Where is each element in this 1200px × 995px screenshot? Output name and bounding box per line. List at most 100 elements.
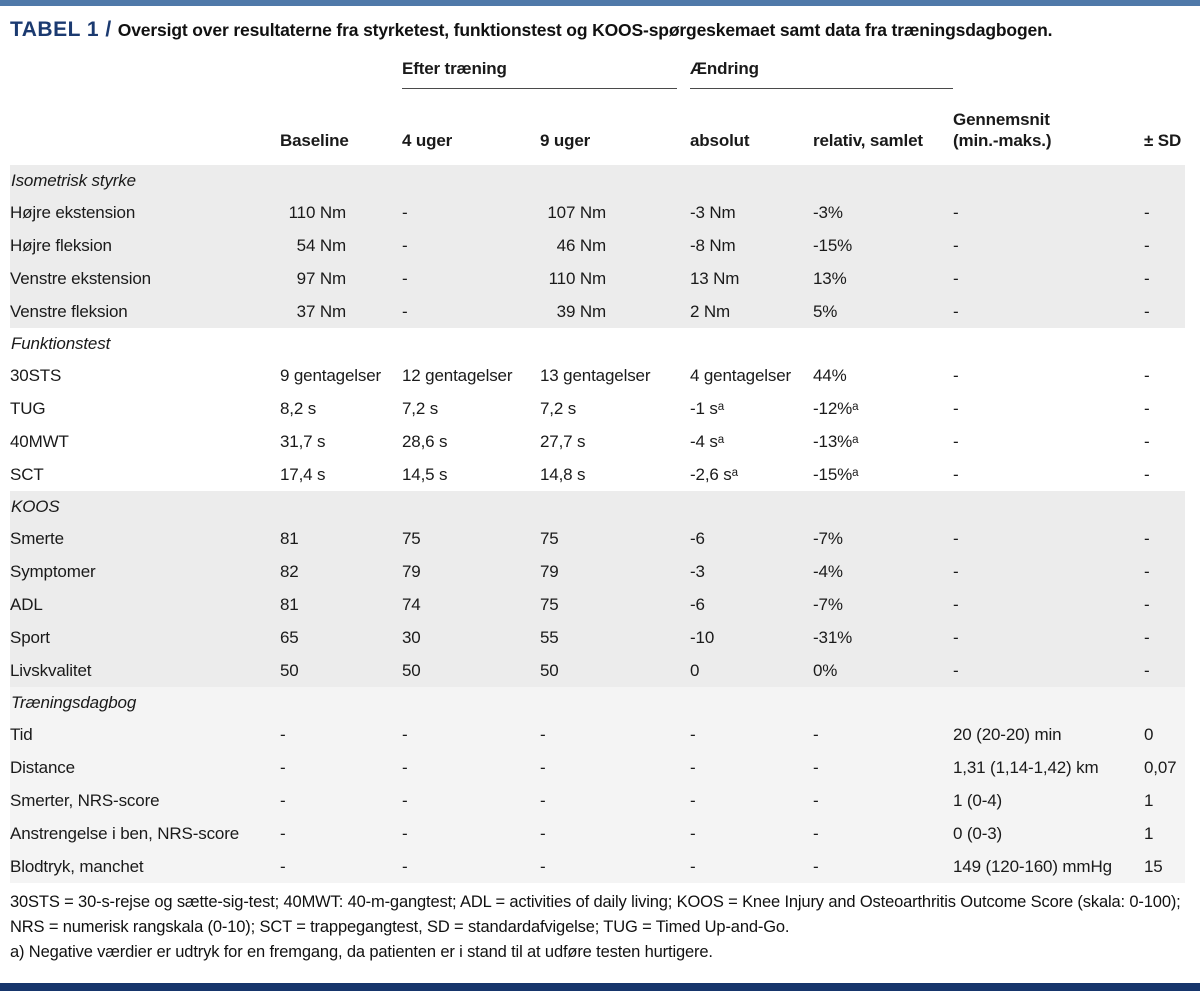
cell: -7% xyxy=(813,528,843,548)
cell: 110 Nm xyxy=(548,268,607,288)
cell: 50 xyxy=(402,660,421,680)
cell: - xyxy=(402,757,408,777)
cell: 0% xyxy=(813,660,838,680)
group-header-efter-traening: Efter træning xyxy=(402,59,677,89)
cell: 107 Nm xyxy=(547,202,606,222)
row-label: Venstre ekstension xyxy=(10,268,151,288)
cell: -12%ᵃ xyxy=(813,398,859,418)
cell: - xyxy=(690,724,696,744)
section-header: KOOS xyxy=(11,496,60,516)
row-label: Symptomer xyxy=(10,561,96,581)
cell: - xyxy=(690,790,696,810)
cell: -31% xyxy=(813,627,853,647)
cell: 5% xyxy=(813,301,838,321)
cell: - xyxy=(690,823,696,843)
cell: 44% xyxy=(813,365,847,385)
cell: -1 sᵃ xyxy=(690,398,724,418)
cell: 1,31 (1,14-1,42) km xyxy=(953,757,1099,777)
row-label: ADL xyxy=(10,594,43,614)
cell: - xyxy=(1144,528,1150,548)
cell: 149 (120-160) mmHg xyxy=(953,856,1112,876)
cell: -6 xyxy=(690,528,705,548)
row-label: Sport xyxy=(10,627,50,647)
cell: 28,6 s xyxy=(402,431,448,451)
table-row: SCT 17,4 s 14,5 s 14,8 s -2,6 sᵃ -15%ᵃ - - xyxy=(10,458,1185,491)
col-header-gennemsnit-line2: (min.-maks.) xyxy=(953,131,1052,150)
table-body: Isometrisk styrke Højre ekstension 110 Nm -… xyxy=(10,165,1185,883)
cell: -3 xyxy=(690,561,705,581)
cell: - xyxy=(953,431,959,451)
cell: - xyxy=(540,823,546,843)
group-header-row: Efter træning Ændring xyxy=(10,59,1185,89)
group-header-aendring: Ændring xyxy=(690,59,953,89)
cell: 39 Nm xyxy=(556,301,606,321)
cell: - xyxy=(540,856,546,876)
table-header: Efter træning Ændring Baseline 4 uger 9 … xyxy=(10,59,1185,151)
figure-content: TABEL 1 /Oversigt over resultaterne fra … xyxy=(0,17,1200,965)
cell: - xyxy=(1144,202,1150,222)
col-header-absolut: absolut xyxy=(690,131,750,150)
table-row: 30STS 9 gentagelser 12 gentagelser 13 genta… xyxy=(10,359,1185,392)
cell: - xyxy=(280,790,286,810)
cell: 50 xyxy=(540,660,559,680)
cell: -15% xyxy=(813,235,853,255)
row-label: 40MWT xyxy=(10,431,69,451)
cell: - xyxy=(813,790,819,810)
cell: - xyxy=(1144,561,1150,581)
cell: -4% xyxy=(813,561,843,581)
cell: 1 xyxy=(1144,790,1154,810)
cell: - xyxy=(540,790,546,810)
cell: - xyxy=(953,202,959,222)
table-row: Smerter, NRS-score - - - - - 1 (0-4) 1 xyxy=(10,784,1185,817)
cell: 65 xyxy=(280,627,299,647)
cell: -6 xyxy=(690,594,705,614)
cell: 75 xyxy=(402,528,421,548)
cell: 79 xyxy=(540,561,559,581)
cell: - xyxy=(1144,301,1150,321)
cell: -10 xyxy=(690,627,715,647)
cell: - xyxy=(690,757,696,777)
section-header: Træningsdagbog xyxy=(11,692,137,712)
table-number-label: TABEL 1 / xyxy=(10,18,112,41)
cell: 37 Nm xyxy=(296,301,346,321)
section-header: Isometrisk styrke xyxy=(11,170,136,190)
cell: - xyxy=(402,235,408,255)
cell: - xyxy=(690,856,696,876)
cell: 15 xyxy=(1144,856,1163,876)
cell: - xyxy=(402,268,408,288)
cell: - xyxy=(813,823,819,843)
cell: - xyxy=(402,202,408,222)
row-label: Distance xyxy=(10,757,75,777)
cell: 20 (20-20) min xyxy=(953,724,1062,744)
cell: 12 gentagelser xyxy=(402,365,513,385)
cell: - xyxy=(402,823,408,843)
row-label: 30STS xyxy=(10,365,62,385)
cell: 31,7 s xyxy=(280,431,326,451)
col-header-relativ-samlet: relativ, samlet xyxy=(813,131,923,150)
cell: 13 gentagelser xyxy=(540,365,651,385)
cell: - xyxy=(540,724,546,744)
row-label: Blodtryk, manchet xyxy=(10,856,144,876)
cell: 2 Nm xyxy=(690,301,731,321)
cell: - xyxy=(953,594,959,614)
cell: -2,6 sᵃ xyxy=(690,464,738,484)
cell: 13 Nm xyxy=(690,268,740,288)
cell: - xyxy=(953,464,959,484)
table-row: Tid - - - - - 20 (20-20) min 0 xyxy=(10,718,1185,751)
cell: - xyxy=(402,856,408,876)
cell: - xyxy=(280,856,286,876)
cell: -3% xyxy=(813,202,843,222)
table-row: TUG 8,2 s 7,2 s 7,2 s -1 sᵃ -12%ᵃ - - xyxy=(10,392,1185,425)
table-row: Sport 65 30 55 -10 -31% - - xyxy=(10,621,1185,654)
cell: - xyxy=(1144,464,1150,484)
cell: 13% xyxy=(813,268,847,288)
table-title: TABEL 1 /Oversigt over resultaterne fra … xyxy=(10,17,1185,45)
col-header-4-uger: 4 uger xyxy=(402,131,453,150)
cell: 54 Nm xyxy=(296,235,346,255)
cell: -13%ᵃ xyxy=(813,431,859,451)
section-koos: KOOS Smerte 81 75 75 -6 -7% - - Symptomer 82 79 79 -3… xyxy=(10,491,1185,687)
row-label: Tid xyxy=(10,724,33,744)
cell: - xyxy=(540,757,546,777)
cell: - xyxy=(953,660,959,680)
